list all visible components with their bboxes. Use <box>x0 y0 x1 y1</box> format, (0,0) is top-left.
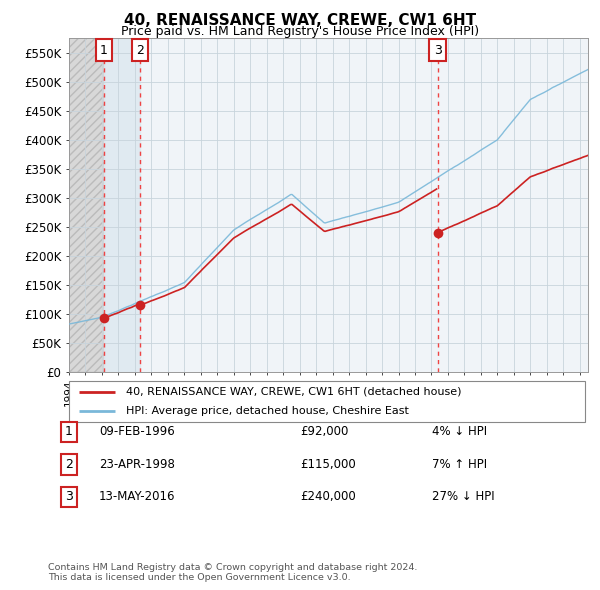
Text: £115,000: £115,000 <box>300 458 356 471</box>
Text: HPI: Average price, detached house, Cheshire East: HPI: Average price, detached house, Ches… <box>126 406 409 416</box>
Text: 27% ↓ HPI: 27% ↓ HPI <box>432 490 494 503</box>
FancyBboxPatch shape <box>69 381 585 422</box>
Text: 09-FEB-1996: 09-FEB-1996 <box>99 425 175 438</box>
Bar <box>69 38 104 372</box>
Text: 23-APR-1998: 23-APR-1998 <box>99 458 175 471</box>
Text: 1: 1 <box>100 44 108 57</box>
Text: £240,000: £240,000 <box>300 490 356 503</box>
Bar <box>69 38 104 372</box>
Text: Price paid vs. HM Land Registry's House Price Index (HPI): Price paid vs. HM Land Registry's House … <box>121 25 479 38</box>
Text: 7% ↑ HPI: 7% ↑ HPI <box>432 458 487 471</box>
Text: 1: 1 <box>65 425 73 438</box>
Text: 40, RENAISSANCE WAY, CREWE, CW1 6HT (detached house): 40, RENAISSANCE WAY, CREWE, CW1 6HT (det… <box>126 386 461 396</box>
Text: £92,000: £92,000 <box>300 425 349 438</box>
Text: 13-MAY-2016: 13-MAY-2016 <box>99 490 176 503</box>
Text: Contains HM Land Registry data © Crown copyright and database right 2024.
This d: Contains HM Land Registry data © Crown c… <box>48 563 418 582</box>
Text: 3: 3 <box>434 44 442 57</box>
Text: 4% ↓ HPI: 4% ↓ HPI <box>432 425 487 438</box>
Bar <box>104 38 140 372</box>
Text: 40, RENAISSANCE WAY, CREWE, CW1 6HT: 40, RENAISSANCE WAY, CREWE, CW1 6HT <box>124 13 476 28</box>
Text: 2: 2 <box>65 458 73 471</box>
Text: 2: 2 <box>136 44 144 57</box>
Text: 3: 3 <box>65 490 73 503</box>
